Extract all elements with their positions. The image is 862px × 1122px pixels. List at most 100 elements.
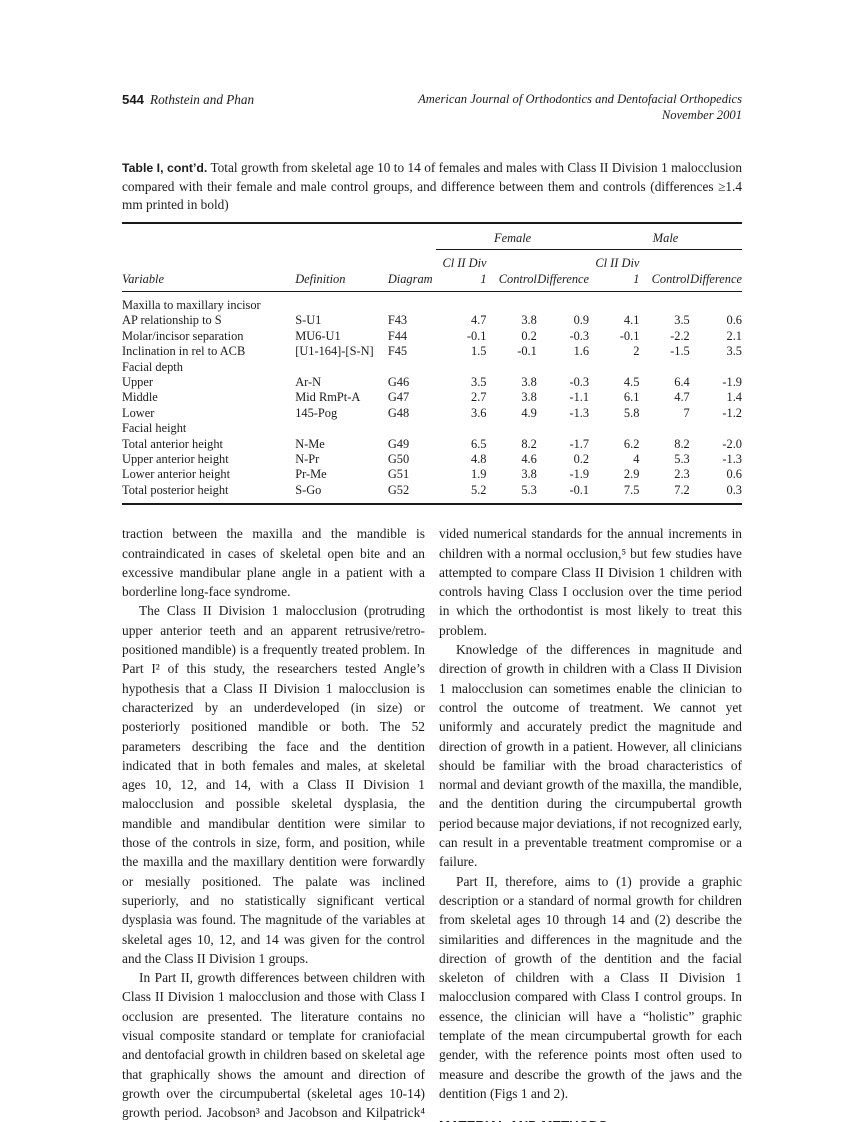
growth-data-table: Female Male Variable Definition Diagram … xyxy=(122,221,743,506)
cell-value: -2.2 xyxy=(670,328,690,343)
cell-value: 6.1 xyxy=(623,390,640,405)
cell-diagram: G49 xyxy=(387,436,410,451)
cell-value: 4.7 xyxy=(471,313,487,328)
cell-value: 4.6 xyxy=(521,452,537,467)
cell-value: 1.9 xyxy=(471,467,487,482)
cell-value: 3.8 xyxy=(521,467,537,482)
cell-definition: [U1-164]-[S-N] xyxy=(295,344,374,359)
column-header-female-cl2div1: Cl II Div 1 xyxy=(436,250,487,293)
table-row: Upper Ar-N G46 3.5 3.8 -0.3 4.5 6.4 -1.9 xyxy=(122,375,742,390)
page-content: 544 Rothstein and Phan American Journal o… xyxy=(122,92,742,1122)
cell-definition: N-Me xyxy=(295,436,325,451)
cell-diagram: F44 xyxy=(387,328,408,343)
table-section-row: Facial depth xyxy=(122,360,742,375)
table-row: Upper anterior height N-Pr G50 4.8 4.6 0… xyxy=(122,452,742,467)
cell-value: -0.1 xyxy=(466,328,487,343)
cell-value: -2.0 xyxy=(722,436,742,451)
table-head: Female Male Variable Definition Diagram … xyxy=(122,223,742,293)
column-header-variable: Variable xyxy=(122,250,296,293)
cell-variable: Total posterior height xyxy=(122,482,229,497)
group-header-row: Female Male xyxy=(122,223,742,251)
cell-value: 7.2 xyxy=(674,482,690,497)
cell-diagram: F45 xyxy=(387,344,408,359)
cell-value: 5.3 xyxy=(521,482,537,497)
cell-value: 3.5 xyxy=(471,375,487,390)
cell-value: -1.1 xyxy=(569,390,590,405)
cell-value: 7.5 xyxy=(623,482,640,497)
cell-value: 4 xyxy=(633,452,640,467)
column-header-female-difference: Difference xyxy=(536,250,590,293)
cell-diagram: G48 xyxy=(387,405,410,420)
cell-value: 0.3 xyxy=(726,482,743,497)
running-head-left: 544 Rothstein and Phan xyxy=(122,92,254,108)
cell-definition: 145-Pog xyxy=(295,405,338,420)
table-row: Middle Mid RmPt-A G47 2.7 3.8 -1.1 6.1 4… xyxy=(122,390,742,405)
cell-definition: S-Go xyxy=(295,482,322,497)
cell-diagram: F43 xyxy=(387,313,408,328)
cell-variable: Upper xyxy=(122,375,153,390)
group-header-female: Female xyxy=(436,223,590,251)
column-header-diagram: Diagram xyxy=(387,250,437,293)
cell-value: -1.9 xyxy=(722,375,742,390)
section-title: Facial depth xyxy=(122,359,183,374)
cell-value: 0.2 xyxy=(521,328,537,343)
table-row: AP relationship to S S-U1 F43 4.7 3.8 0.… xyxy=(122,313,742,328)
column-header-female-control: Control xyxy=(486,250,537,293)
cell-value: 1.6 xyxy=(573,344,590,359)
page-number: 544 xyxy=(122,92,145,107)
cell-value: 6.2 xyxy=(623,436,640,451)
cell-value: 3.8 xyxy=(521,390,537,405)
spacer-cell xyxy=(295,223,388,250)
column-header-definition: Definition xyxy=(295,250,388,293)
cell-definition: Ar-N xyxy=(295,375,322,390)
table-caption: Table I, cont’d. Total growth from skele… xyxy=(122,159,742,215)
section-title: Maxilla to maxillary incisor xyxy=(122,298,261,312)
body-paragraph: vided numerical standards for the annual… xyxy=(439,526,742,638)
text-column-left: traction between the maxilla and the man… xyxy=(122,524,425,1122)
text-column-right: vided numerical standards for the annual… xyxy=(439,524,742,1122)
cell-value: 6.4 xyxy=(674,375,690,390)
cell-value: 7 xyxy=(683,405,690,420)
cell-value: 3.5 xyxy=(726,344,743,359)
cell-diagram: G47 xyxy=(387,390,410,405)
cell-value: 1.4 xyxy=(726,390,743,405)
body-paragraph: Knowledge of the differences in magnitud… xyxy=(439,642,742,870)
section-heading: MATERIAL AND METHODS xyxy=(439,1116,742,1122)
cell-value: 2.9 xyxy=(623,467,640,482)
body-paragraph: Part II, therefore, aims to (1) provide … xyxy=(439,873,742,1101)
column-header-male-difference: Difference xyxy=(689,250,742,293)
cell-value: -1.7 xyxy=(569,436,590,451)
journal-issue-date: November 2001 xyxy=(661,107,742,122)
body-paragraph: In Part II, growth differences between c… xyxy=(122,970,425,1121)
cell-value: 5.3 xyxy=(674,452,690,467)
cell-value: 2.7 xyxy=(471,390,487,405)
section-title: Facial height xyxy=(122,421,187,436)
cell-value: 8.2 xyxy=(674,436,690,451)
table-row: Total posterior height S-Go G52 5.2 5.3 … xyxy=(122,483,742,504)
cell-value: -1.2 xyxy=(722,405,742,420)
cell-value: -1.9 xyxy=(569,467,590,482)
table-row: Lower anterior height Pr-Me G51 1.9 3.8 … xyxy=(122,467,742,482)
body-paragraph: traction between the maxilla and the man… xyxy=(122,526,425,600)
cell-value: 2.1 xyxy=(726,328,743,343)
cell-value: 3.6 xyxy=(471,405,487,420)
cell-variable: AP relationship to S xyxy=(122,313,222,328)
cell-value: 0.6 xyxy=(726,313,743,328)
cell-diagram: G51 xyxy=(387,467,410,482)
cell-definition: Mid RmPt-A xyxy=(295,390,361,405)
body-paragraph: The Class II Division 1 malocclusion (pr… xyxy=(122,603,425,966)
cell-variable: Lower xyxy=(122,405,155,420)
table-row: Lower 145-Pog G48 3.6 4.9 -1.3 5.8 7 -1.… xyxy=(122,406,742,421)
cell-value: -0.3 xyxy=(569,375,590,390)
cell-definition: MU6-U1 xyxy=(295,328,341,343)
cell-variable: Molar/incisor separation xyxy=(122,328,244,343)
cell-value: -1.3 xyxy=(569,405,590,420)
cell-value: -0.3 xyxy=(569,328,590,343)
cell-value: 4.8 xyxy=(471,452,487,467)
table-row: Molar/incisor separation MU6-U1 F44 -0.1… xyxy=(122,329,742,344)
cell-definition: N-Pr xyxy=(295,452,320,467)
cell-variable: Middle xyxy=(122,390,158,405)
cell-value: 4.9 xyxy=(521,405,537,420)
cell-value: 2.3 xyxy=(674,467,690,482)
running-head: 544 Rothstein and Phan American Journal o… xyxy=(122,92,742,123)
